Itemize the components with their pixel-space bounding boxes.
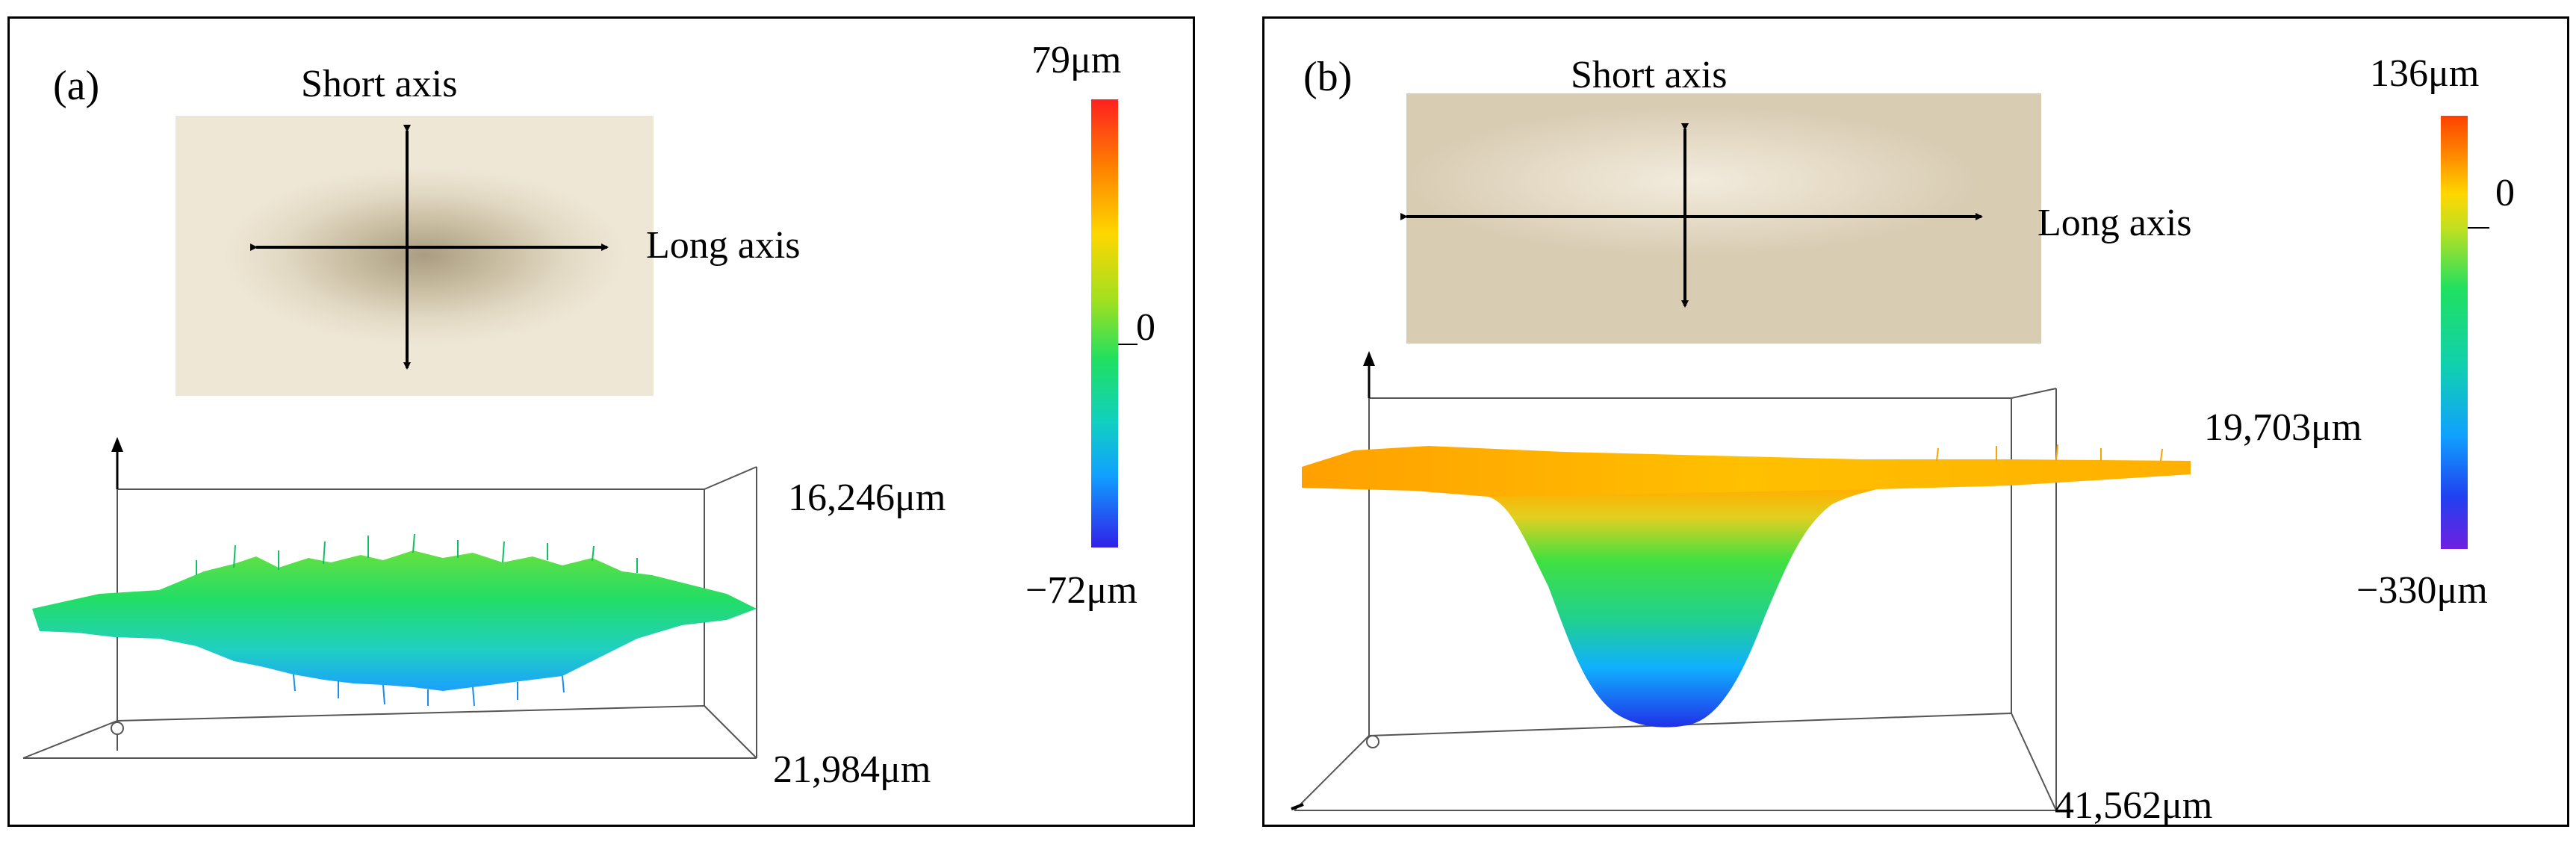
color-scale-bar	[2441, 116, 2468, 549]
z-axis-arrow	[111, 437, 123, 452]
surface-top	[1302, 446, 2191, 497]
surface-spikes-bottom	[293, 674, 565, 707]
scale-tick	[2468, 227, 2489, 229]
origin-marker	[1366, 735, 1379, 748]
width-dimension: 19,703μm	[2204, 406, 2362, 449]
short-axis-label: Short axis	[1571, 54, 1728, 96]
panel-b: (b) Short axis Long axis 136μm 0 −330μm	[1262, 16, 2569, 827]
panel-label: (a)	[53, 63, 100, 109]
color-scale-bar	[1091, 99, 1118, 547]
origin-marker	[111, 722, 124, 735]
surface-spikes	[196, 533, 638, 575]
surface-groove	[1489, 489, 1877, 728]
surface-plot-a	[22, 437, 757, 759]
panel-a: (a) Short axis Long axis 79μm 0 −72μm	[7, 16, 1195, 827]
panel-label: (b)	[1303, 54, 1353, 100]
surface-spikes	[1936, 444, 2163, 462]
plot-frame	[22, 466, 757, 759]
scale-tick	[1118, 344, 1138, 345]
surface-plot-b	[1291, 351, 2191, 811]
short-axis-label: Short axis	[301, 63, 458, 105]
scale-zero-label: 0	[1136, 306, 1155, 349]
z-axis-arrow	[1363, 351, 1375, 366]
scale-max-label: 79μm	[1031, 39, 1122, 81]
width-dimension: 16,246μm	[788, 477, 946, 519]
scale-max-label: 136μm	[2370, 52, 2480, 95]
scale-min-label: −72μm	[1025, 569, 1138, 612]
long-axis-label: Long axis	[646, 224, 801, 267]
scale-zero-label: 0	[2495, 172, 2515, 214]
axis-arrows	[1400, 123, 1983, 308]
corner-tick	[1291, 803, 1304, 810]
axis-arrows	[250, 125, 609, 370]
scale-min-label: −330μm	[2356, 569, 2488, 612]
length-dimension: 21,984μm	[773, 748, 931, 791]
specimen-photo	[176, 116, 654, 396]
surface-mesh	[32, 550, 757, 691]
length-dimension: 41,562μm	[2055, 784, 2213, 827]
long-axis-label: Long axis	[2037, 202, 2192, 244]
